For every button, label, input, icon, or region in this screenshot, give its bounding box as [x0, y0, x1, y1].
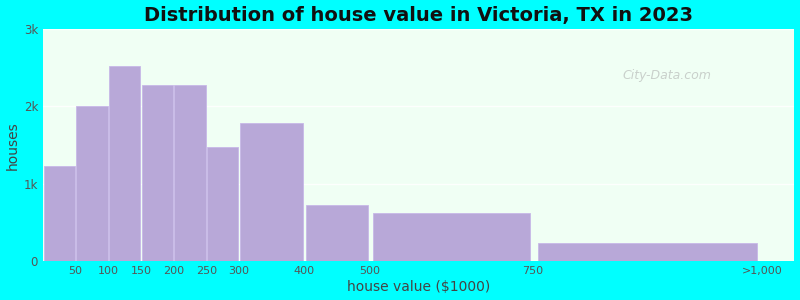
Title: Distribution of house value in Victoria, TX in 2023: Distribution of house value in Victoria,… [144, 6, 694, 25]
Bar [76, 106, 108, 261]
X-axis label: house value ($1000): house value ($1000) [347, 280, 490, 294]
Bar [44, 166, 75, 261]
Text: City-Data.com: City-Data.com [622, 69, 711, 82]
Bar [109, 66, 140, 261]
Bar [538, 243, 757, 261]
Y-axis label: houses: houses [6, 121, 19, 170]
Bar [373, 213, 530, 261]
Bar [174, 85, 206, 261]
Bar [207, 147, 238, 261]
Bar [142, 85, 173, 261]
Bar [240, 124, 303, 261]
Bar [306, 205, 368, 261]
